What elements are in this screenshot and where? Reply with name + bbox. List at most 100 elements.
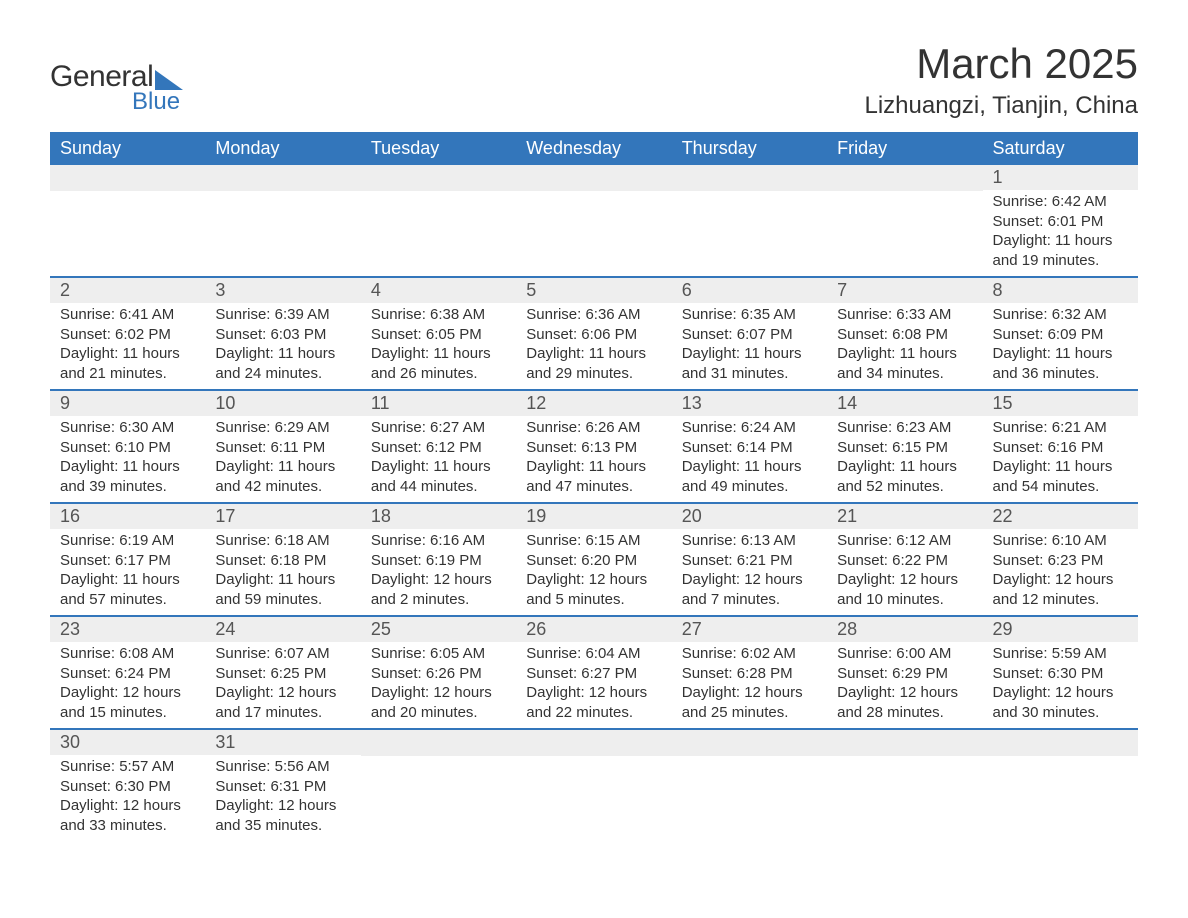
calendar-cell: 11Sunrise: 6:27 AMSunset: 6:12 PMDayligh… <box>361 390 516 503</box>
day-details: Sunrise: 6:00 AMSunset: 6:29 PMDaylight:… <box>827 642 982 728</box>
sunset-text: Sunset: 6:20 PM <box>526 551 661 571</box>
daylight-text: Daylight: 12 hours and 33 minutes. <box>60 796 195 835</box>
sunrise-text: Sunrise: 6:26 AM <box>526 418 661 438</box>
location: Lizhuangzi, Tianjin, China <box>864 92 1138 120</box>
sunrise-text: Sunrise: 6:16 AM <box>371 531 506 551</box>
day-details: Sunrise: 6:02 AMSunset: 6:28 PMDaylight:… <box>672 642 827 728</box>
calendar-cell: 1Sunrise: 6:42 AMSunset: 6:01 PMDaylight… <box>983 165 1138 277</box>
weekday-header: Wednesday <box>516 132 671 165</box>
calendar-cell: 3Sunrise: 6:39 AMSunset: 6:03 PMDaylight… <box>205 277 360 390</box>
day-number: 29 <box>983 617 1138 642</box>
calendar-cell: 27Sunrise: 6:02 AMSunset: 6:28 PMDayligh… <box>672 616 827 729</box>
sunset-text: Sunset: 6:02 PM <box>60 325 195 345</box>
daylight-text: Daylight: 11 hours and 52 minutes. <box>837 457 972 496</box>
title-block: March 2025 Lizhuangzi, Tianjin, China <box>864 40 1138 120</box>
daylight-text: Daylight: 11 hours and 54 minutes. <box>993 457 1128 496</box>
daylight-text: Daylight: 12 hours and 30 minutes. <box>993 683 1128 722</box>
calendar-cell <box>672 165 827 277</box>
day-details: Sunrise: 6:21 AMSunset: 6:16 PMDaylight:… <box>983 416 1138 502</box>
day-number <box>516 730 671 756</box>
day-number: 13 <box>672 391 827 416</box>
day-number: 11 <box>361 391 516 416</box>
daylight-text: Daylight: 12 hours and 22 minutes. <box>526 683 661 722</box>
daylight-text: Daylight: 12 hours and 2 minutes. <box>371 570 506 609</box>
daylight-text: Daylight: 11 hours and 29 minutes. <box>526 344 661 383</box>
day-number: 21 <box>827 504 982 529</box>
sunset-text: Sunset: 6:31 PM <box>215 777 350 797</box>
sunset-text: Sunset: 6:13 PM <box>526 438 661 458</box>
day-number <box>205 165 360 191</box>
sunrise-text: Sunrise: 6:36 AM <box>526 305 661 325</box>
sunset-text: Sunset: 6:30 PM <box>993 664 1128 684</box>
calendar-table: Sunday Monday Tuesday Wednesday Thursday… <box>50 132 1138 841</box>
weekday-header: Friday <box>827 132 982 165</box>
daylight-text: Daylight: 12 hours and 35 minutes. <box>215 796 350 835</box>
page-header: General Blue March 2025 Lizhuangzi, Tian… <box>50 40 1138 120</box>
sunset-text: Sunset: 6:30 PM <box>60 777 195 797</box>
calendar-cell: 4Sunrise: 6:38 AMSunset: 6:05 PMDaylight… <box>361 277 516 390</box>
day-number: 1 <box>983 165 1138 190</box>
sunset-text: Sunset: 6:14 PM <box>682 438 817 458</box>
day-number: 17 <box>205 504 360 529</box>
daylight-text: Daylight: 11 hours and 19 minutes. <box>993 231 1128 270</box>
day-details: Sunrise: 6:35 AMSunset: 6:07 PMDaylight:… <box>672 303 827 389</box>
calendar-cell: 24Sunrise: 6:07 AMSunset: 6:25 PMDayligh… <box>205 616 360 729</box>
sunrise-text: Sunrise: 6:35 AM <box>682 305 817 325</box>
sunrise-text: Sunrise: 6:07 AM <box>215 644 350 664</box>
day-details: Sunrise: 6:42 AMSunset: 6:01 PMDaylight:… <box>983 190 1138 276</box>
sunset-text: Sunset: 6:12 PM <box>371 438 506 458</box>
day-details: Sunrise: 6:33 AMSunset: 6:08 PMDaylight:… <box>827 303 982 389</box>
sunrise-text: Sunrise: 6:21 AM <box>993 418 1128 438</box>
calendar-cell: 26Sunrise: 6:04 AMSunset: 6:27 PMDayligh… <box>516 616 671 729</box>
calendar-week-row: 30Sunrise: 5:57 AMSunset: 6:30 PMDayligh… <box>50 729 1138 841</box>
calendar-cell <box>983 729 1138 841</box>
daylight-text: Daylight: 11 hours and 21 minutes. <box>60 344 195 383</box>
daylight-text: Daylight: 11 hours and 39 minutes. <box>60 457 195 496</box>
sunset-text: Sunset: 6:03 PM <box>215 325 350 345</box>
calendar-cell: 31Sunrise: 5:56 AMSunset: 6:31 PMDayligh… <box>205 729 360 841</box>
day-details: Sunrise: 6:16 AMSunset: 6:19 PMDaylight:… <box>361 529 516 615</box>
sunset-text: Sunset: 6:01 PM <box>993 212 1128 232</box>
day-number <box>361 730 516 756</box>
calendar-cell <box>361 165 516 277</box>
daylight-text: Daylight: 11 hours and 57 minutes. <box>60 570 195 609</box>
day-number: 6 <box>672 278 827 303</box>
weekday-header: Tuesday <box>361 132 516 165</box>
calendar-cell <box>672 729 827 841</box>
calendar-cell <box>205 165 360 277</box>
sunset-text: Sunset: 6:06 PM <box>526 325 661 345</box>
calendar-cell: 17Sunrise: 6:18 AMSunset: 6:18 PMDayligh… <box>205 503 360 616</box>
sunrise-text: Sunrise: 6:29 AM <box>215 418 350 438</box>
calendar-cell <box>827 729 982 841</box>
daylight-text: Daylight: 11 hours and 59 minutes. <box>215 570 350 609</box>
day-number: 28 <box>827 617 982 642</box>
day-details <box>516 191 671 271</box>
day-number: 19 <box>516 504 671 529</box>
day-details: Sunrise: 5:56 AMSunset: 6:31 PMDaylight:… <box>205 755 360 841</box>
day-number: 3 <box>205 278 360 303</box>
calendar-cell <box>827 165 982 277</box>
calendar-cell: 20Sunrise: 6:13 AMSunset: 6:21 PMDayligh… <box>672 503 827 616</box>
calendar-cell: 2Sunrise: 6:41 AMSunset: 6:02 PMDaylight… <box>50 277 205 390</box>
sunset-text: Sunset: 6:22 PM <box>837 551 972 571</box>
sunset-text: Sunset: 6:21 PM <box>682 551 817 571</box>
daylight-text: Daylight: 12 hours and 28 minutes. <box>837 683 972 722</box>
sunrise-text: Sunrise: 6:38 AM <box>371 305 506 325</box>
day-number: 31 <box>205 730 360 755</box>
sunrise-text: Sunrise: 6:39 AM <box>215 305 350 325</box>
day-number: 10 <box>205 391 360 416</box>
sunset-text: Sunset: 6:09 PM <box>993 325 1128 345</box>
calendar-cell: 22Sunrise: 6:10 AMSunset: 6:23 PMDayligh… <box>983 503 1138 616</box>
day-details <box>827 191 982 271</box>
calendar-cell: 19Sunrise: 6:15 AMSunset: 6:20 PMDayligh… <box>516 503 671 616</box>
calendar-week-row: 23Sunrise: 6:08 AMSunset: 6:24 PMDayligh… <box>50 616 1138 729</box>
day-number <box>672 165 827 191</box>
calendar-cell: 8Sunrise: 6:32 AMSunset: 6:09 PMDaylight… <box>983 277 1138 390</box>
daylight-text: Daylight: 12 hours and 17 minutes. <box>215 683 350 722</box>
day-number: 7 <box>827 278 982 303</box>
calendar-cell: 5Sunrise: 6:36 AMSunset: 6:06 PMDaylight… <box>516 277 671 390</box>
calendar-cell: 9Sunrise: 6:30 AMSunset: 6:10 PMDaylight… <box>50 390 205 503</box>
daylight-text: Daylight: 12 hours and 20 minutes. <box>371 683 506 722</box>
day-number: 9 <box>50 391 205 416</box>
day-number <box>983 730 1138 756</box>
